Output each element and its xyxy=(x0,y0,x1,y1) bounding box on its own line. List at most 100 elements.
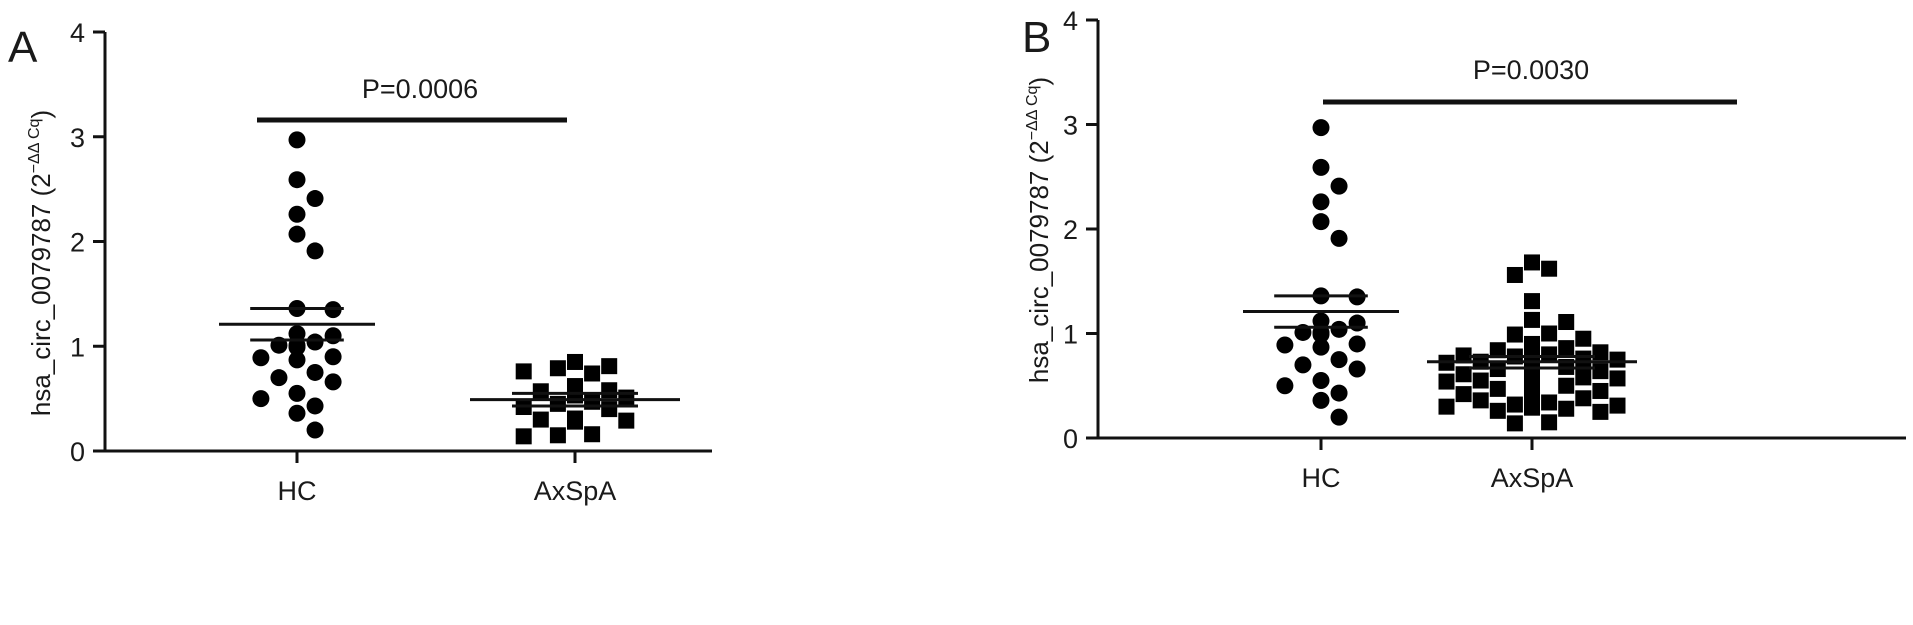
data-point-hc xyxy=(306,421,324,439)
x-tick-label: HC xyxy=(278,476,317,506)
x-tick-label: AxSpA xyxy=(1491,463,1574,493)
data-point-hc xyxy=(1312,213,1330,231)
panel-b: B hsa_circ_0079787 (2−ΔΔ Cq) 0 1 2 3 4 HC AxS… xyxy=(1022,6,1906,493)
data-point-axspa xyxy=(1558,340,1575,357)
y-ticks: 0 1 2 3 4 xyxy=(70,18,105,467)
data-point-axspa xyxy=(1541,260,1558,277)
data-point-axspa xyxy=(1541,346,1558,363)
data-point-axspa xyxy=(601,382,618,399)
data-point-axspa xyxy=(532,383,549,400)
y-axis-label-close: ) xyxy=(26,110,56,119)
y-tick-label: 0 xyxy=(70,437,85,467)
y-axis-label: hsa_circ_0079787 (2−ΔΔ Cq) xyxy=(1024,77,1054,383)
data-point-axspa xyxy=(1455,386,1472,403)
data-point-axspa xyxy=(1592,382,1609,399)
data-points xyxy=(252,131,635,445)
y-axis-label-exponent: −ΔΔ Cq xyxy=(1024,86,1041,141)
data-point-axspa xyxy=(1455,347,1472,364)
data-point-axspa xyxy=(1558,377,1575,394)
data-point-hc xyxy=(1312,391,1330,409)
data-point-hc xyxy=(324,348,342,366)
data-point-hc xyxy=(288,384,306,402)
data-point-axspa xyxy=(1524,293,1540,310)
data-point-hc xyxy=(306,242,324,260)
data-point-hc xyxy=(1348,314,1366,332)
data-point-axspa xyxy=(567,413,583,430)
data-point-axspa xyxy=(1575,330,1592,347)
mean-sem-bars xyxy=(1243,294,1637,370)
data-point-axspa xyxy=(601,358,618,375)
data-point-axspa xyxy=(1524,399,1540,416)
data-point-hc xyxy=(1348,335,1366,353)
data-point-axspa xyxy=(1592,403,1609,420)
data-point-axspa xyxy=(1506,415,1523,432)
data-point-axspa xyxy=(532,411,549,428)
mean-sem-bars xyxy=(219,307,680,408)
data-point-axspa xyxy=(1524,335,1540,352)
y-tick-label: 1 xyxy=(1063,320,1078,350)
data-point-axspa xyxy=(1489,402,1506,419)
data-point-hc xyxy=(288,351,306,369)
data-point-hc xyxy=(288,225,306,243)
data-point-axspa xyxy=(618,412,635,429)
data-point-hc xyxy=(324,373,342,391)
panel-label: A xyxy=(8,23,38,72)
data-point-axspa xyxy=(584,365,601,382)
data-point-axspa xyxy=(1575,369,1592,386)
data-point-hc xyxy=(252,349,270,367)
data-point-hc xyxy=(1348,360,1366,378)
data-point-axspa xyxy=(1524,254,1540,271)
data-point-axspa xyxy=(549,427,566,444)
data-point-hc xyxy=(1276,336,1294,354)
data-point-axspa xyxy=(1541,414,1558,431)
x-ticks: HC AxSpA xyxy=(1302,438,1574,493)
panel-a: A hsa_circ_0079787 (2−ΔΔ Cq) 0 1 2 3 4 HC AxS… xyxy=(8,18,712,506)
y-axis-label-main: hsa_circ_0079787 (2 xyxy=(26,173,56,416)
data-point-hc xyxy=(1276,377,1294,395)
data-point-axspa xyxy=(1455,366,1472,383)
y-axis-label-main: hsa_circ_0079787 (2 xyxy=(1024,140,1054,383)
data-point-axspa xyxy=(1558,314,1575,331)
data-point-hc xyxy=(288,338,306,356)
data-point-axspa xyxy=(1558,400,1575,417)
y-tick-label: 0 xyxy=(1063,424,1078,454)
y-tick-label: 2 xyxy=(1063,215,1078,245)
data-point-axspa xyxy=(1541,394,1558,411)
data-point-axspa xyxy=(1592,363,1609,380)
data-point-hc xyxy=(1312,119,1330,137)
data-point-hc xyxy=(288,404,306,422)
data-point-axspa xyxy=(1575,390,1592,407)
data-point-axspa xyxy=(1472,372,1489,389)
data-point-hc xyxy=(1330,177,1348,195)
data-point-axspa xyxy=(1609,397,1626,414)
data-point-axspa xyxy=(1506,326,1523,343)
data-point-axspa xyxy=(1609,370,1626,387)
y-tick-label: 3 xyxy=(1063,111,1078,141)
y-tick-label: 2 xyxy=(70,228,85,258)
data-point-axspa xyxy=(549,360,566,377)
y-tick-label: 1 xyxy=(70,332,85,362)
data-point-axspa xyxy=(601,401,618,418)
data-point-hc xyxy=(306,333,324,351)
data-point-hc xyxy=(306,363,324,381)
data-point-axspa xyxy=(1575,350,1592,367)
data-point-hc xyxy=(270,369,288,387)
y-axis-label-exponent: −ΔΔ Cq xyxy=(26,119,43,174)
data-point-axspa xyxy=(1438,398,1455,415)
data-point-hc xyxy=(1330,384,1348,402)
data-points xyxy=(1276,119,1626,432)
data-point-axspa xyxy=(1472,392,1489,409)
data-point-hc xyxy=(252,390,270,408)
data-point-axspa xyxy=(515,363,532,380)
data-point-axspa xyxy=(584,426,601,443)
p-value-label: P=0.0030 xyxy=(1473,55,1589,85)
y-axis-label-close: ) xyxy=(1024,77,1054,86)
y-ticks: 0 1 2 3 4 xyxy=(1063,6,1098,454)
data-point-hc xyxy=(1312,158,1330,176)
data-point-hc xyxy=(1312,338,1330,356)
data-point-hc xyxy=(1330,351,1348,369)
y-tick-label: 4 xyxy=(70,18,85,48)
y-tick-label: 4 xyxy=(1063,6,1078,36)
data-point-hc xyxy=(324,327,342,345)
